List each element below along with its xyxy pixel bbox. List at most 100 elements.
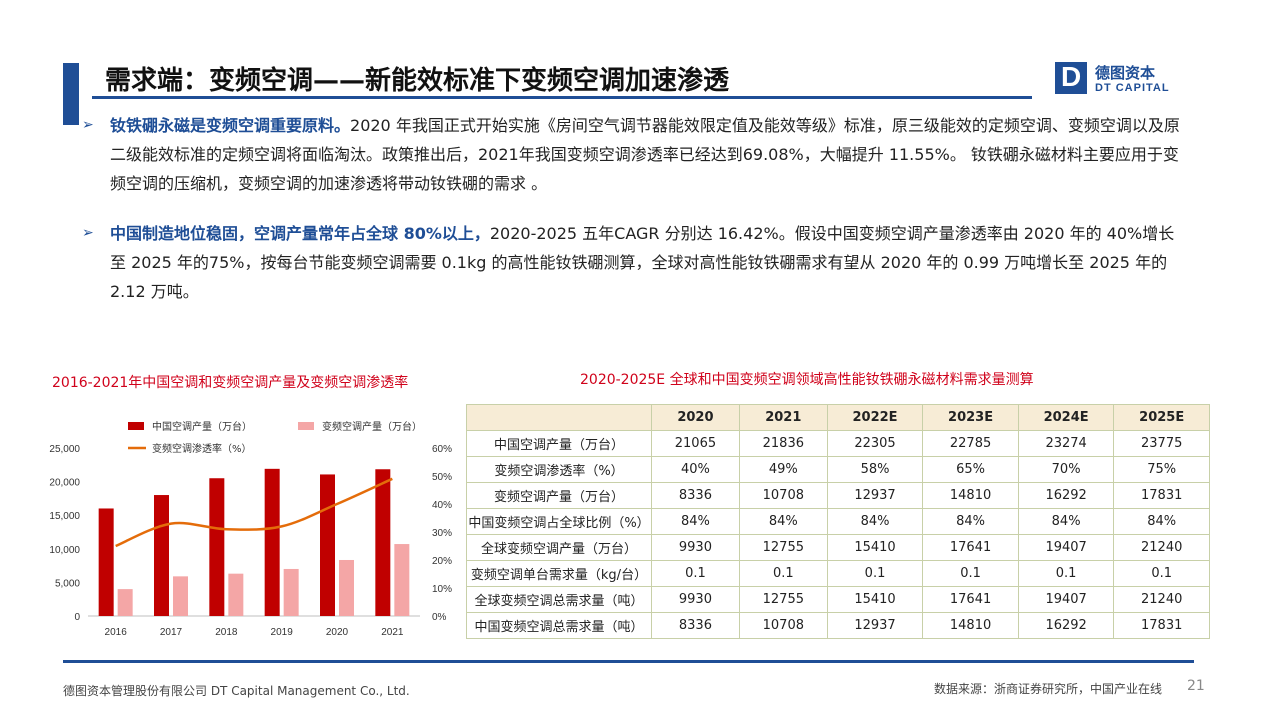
- table-cell: 19407: [1017, 534, 1115, 561]
- table-cell: 22305: [826, 430, 924, 457]
- table-row: 变频空调单台需求量（kg/台） 0.1 0.1 0.1 0.1 0.1 0.1: [466, 560, 1210, 587]
- table-cell: 14810: [922, 482, 1019, 509]
- row-label: 中国变频空调占全球比例（%）: [466, 508, 652, 535]
- y-tick-label-right: 60%: [432, 444, 452, 455]
- y-tick-label-right: 40%: [432, 500, 452, 511]
- legend-label: 变频空调渗透率（%）: [152, 442, 252, 455]
- y-tick-label-left: 5,000: [55, 578, 80, 589]
- legend-label: 中国空调产量（万台）: [152, 420, 252, 433]
- table-cell: 9930: [651, 586, 740, 613]
- title-divider: [92, 96, 1032, 99]
- y-tick-label-left: 10,000: [49, 545, 80, 556]
- table-row: 全球变频空调总需求量（吨） 9930 12755 15410 17641 19407 212…: [466, 586, 1210, 613]
- table-cell: 0.1: [738, 560, 828, 587]
- y-tick-label-left: 20,000: [49, 478, 80, 489]
- table-cell: 58%: [826, 456, 924, 483]
- table-cell: 8336: [651, 612, 740, 639]
- table-header-row: 2020 2021 2022E 2023E 2024E 2025E: [466, 404, 1210, 431]
- table-cell: 12937: [826, 612, 924, 639]
- table-cell: 14810: [922, 612, 1019, 639]
- table-cell: 21240: [1113, 534, 1210, 561]
- table-cell: 21065: [651, 430, 740, 457]
- table-cell: 70%: [1017, 456, 1115, 483]
- x-tick-label: 2017: [160, 627, 183, 638]
- chart-title: 2016-2021年中国空调和变频空调产量及变频空调渗透率: [52, 375, 409, 391]
- table-header-cell: 2023E: [922, 404, 1019, 431]
- bullet-text: 2020 年我国正式开始实施《房间空气调节器能效限定值及能效等级》标准，原三级能…: [110, 116, 1180, 193]
- legend-swatch: [298, 422, 314, 430]
- legend-swatch: [128, 422, 144, 430]
- table-cell: 49%: [738, 456, 828, 483]
- bullet-point-2: ➢ 中国制造地位稳固，空调产量常年占全球 80%以上，2020-2025 五年C…: [82, 219, 1180, 306]
- x-tick-label: 2020: [326, 627, 349, 638]
- bar-ac-production: [209, 478, 225, 616]
- x-tick-label: 2016: [105, 627, 128, 638]
- table-cell: 17641: [922, 586, 1019, 613]
- table-cell: 22785: [922, 430, 1019, 457]
- bullet-text: 2020-2025 五年CAGR 分别达 16.42%。假设中国变频空调产量渗透…: [110, 224, 1175, 301]
- table-row: 中国空调产量（万台） 21065 21836 22305 22785 23274 23775: [466, 430, 1210, 457]
- footer-divider: [63, 660, 1194, 663]
- bar-ac-production: [375, 469, 391, 616]
- table-cell: 0.1: [826, 560, 924, 587]
- table-header-cell: 2025E: [1113, 404, 1210, 431]
- page-title: 需求端：变频空调——新能效标准下变频空调加速渗透: [105, 66, 730, 96]
- table-cell: 0.1: [1113, 560, 1210, 587]
- row-label: 全球变频空调总需求量（吨）: [466, 586, 652, 613]
- row-label: 全球变频空调产量（万台）: [466, 534, 652, 561]
- table-header-cell: 2024E: [1017, 404, 1115, 431]
- y-tick-label-right: 0%: [432, 612, 447, 623]
- table-cell: 17831: [1113, 482, 1210, 509]
- x-tick-label: 2021: [381, 627, 404, 638]
- table-cell: 84%: [1113, 508, 1210, 535]
- accent-bar: [63, 63, 79, 125]
- y-tick-label-left: 0: [74, 612, 80, 623]
- y-tick-label-right: 30%: [432, 528, 452, 539]
- bar-inverter-production: [228, 573, 244, 616]
- table-header-cell: 2022E: [826, 404, 924, 431]
- row-label: 中国空调产量（万台）: [466, 430, 652, 457]
- legend-label: 变频空调产量（万台）: [322, 420, 422, 433]
- logo-chinese-name: 德图资本: [1095, 64, 1156, 82]
- table-cell: 23274: [1017, 430, 1115, 457]
- table-cell: 21836: [738, 430, 828, 457]
- row-label: 变频空调产量（万台）: [466, 482, 652, 509]
- bullet-point-1: ➢ 钕铁硼永磁是变频空调重要原料。2020 年我国正式开始实施《房间空气调节器能…: [82, 111, 1180, 198]
- table-cell: 17831: [1113, 612, 1210, 639]
- table-cell: 84%: [1017, 508, 1115, 535]
- table-row: 中国变频空调总需求量（吨） 8336 10708 12937 14810 16292 178…: [466, 612, 1210, 639]
- bar-inverter-production: [394, 544, 410, 616]
- table-header-cell: 2020: [651, 404, 740, 431]
- bar-ac-production: [264, 468, 280, 616]
- table-corner-cell: [466, 404, 652, 431]
- table-cell: 21240: [1113, 586, 1210, 613]
- table-title: 2020-2025E 全球和中国变频空调领域高性能钕铁硼永磁材料需求量测算: [580, 372, 1034, 388]
- table-cell: 15410: [826, 534, 924, 561]
- bar-inverter-production: [173, 576, 188, 616]
- bar-ac-production: [320, 474, 335, 616]
- x-tick-label: 2019: [271, 627, 294, 638]
- table-cell: 0.1: [1017, 560, 1115, 587]
- table-cell: 23775: [1113, 430, 1210, 457]
- table-cell: 19407: [1017, 586, 1115, 613]
- table-row: 变频空调产量（万台） 8336 10708 12937 14810 16292 17831: [466, 482, 1210, 509]
- demand-table: 2020 2021 2022E 2023E 2024E 2025E 中国空调产量（万台） 2…: [466, 404, 1210, 639]
- logo-english-name: DT CAPITAL: [1095, 82, 1170, 94]
- bar-inverter-production: [117, 589, 133, 616]
- y-tick-label-left: 15,000: [49, 511, 80, 522]
- table-cell: 84%: [922, 508, 1019, 535]
- table-cell: 10708: [738, 612, 828, 639]
- y-tick-label-left: 25,000: [49, 444, 80, 455]
- table-cell: 75%: [1113, 456, 1210, 483]
- table-cell: 15410: [826, 586, 924, 613]
- penetration-rate-line: [115, 477, 393, 548]
- table-cell: 17641: [922, 534, 1019, 561]
- table-header-cell: 2021: [738, 404, 828, 431]
- arrow-bullet-icon: ➢: [82, 225, 94, 241]
- table-cell: 16292: [1017, 482, 1115, 509]
- bullet-lead: 钕铁硼永磁是变频空调重要原料。: [110, 116, 351, 135]
- table-cell: 8336: [651, 482, 740, 509]
- table-cell: 40%: [651, 456, 740, 483]
- table-row: 全球变频空调产量（万台） 9930 12755 15410 17641 19407 2124…: [466, 534, 1210, 561]
- table-cell: 12937: [826, 482, 924, 509]
